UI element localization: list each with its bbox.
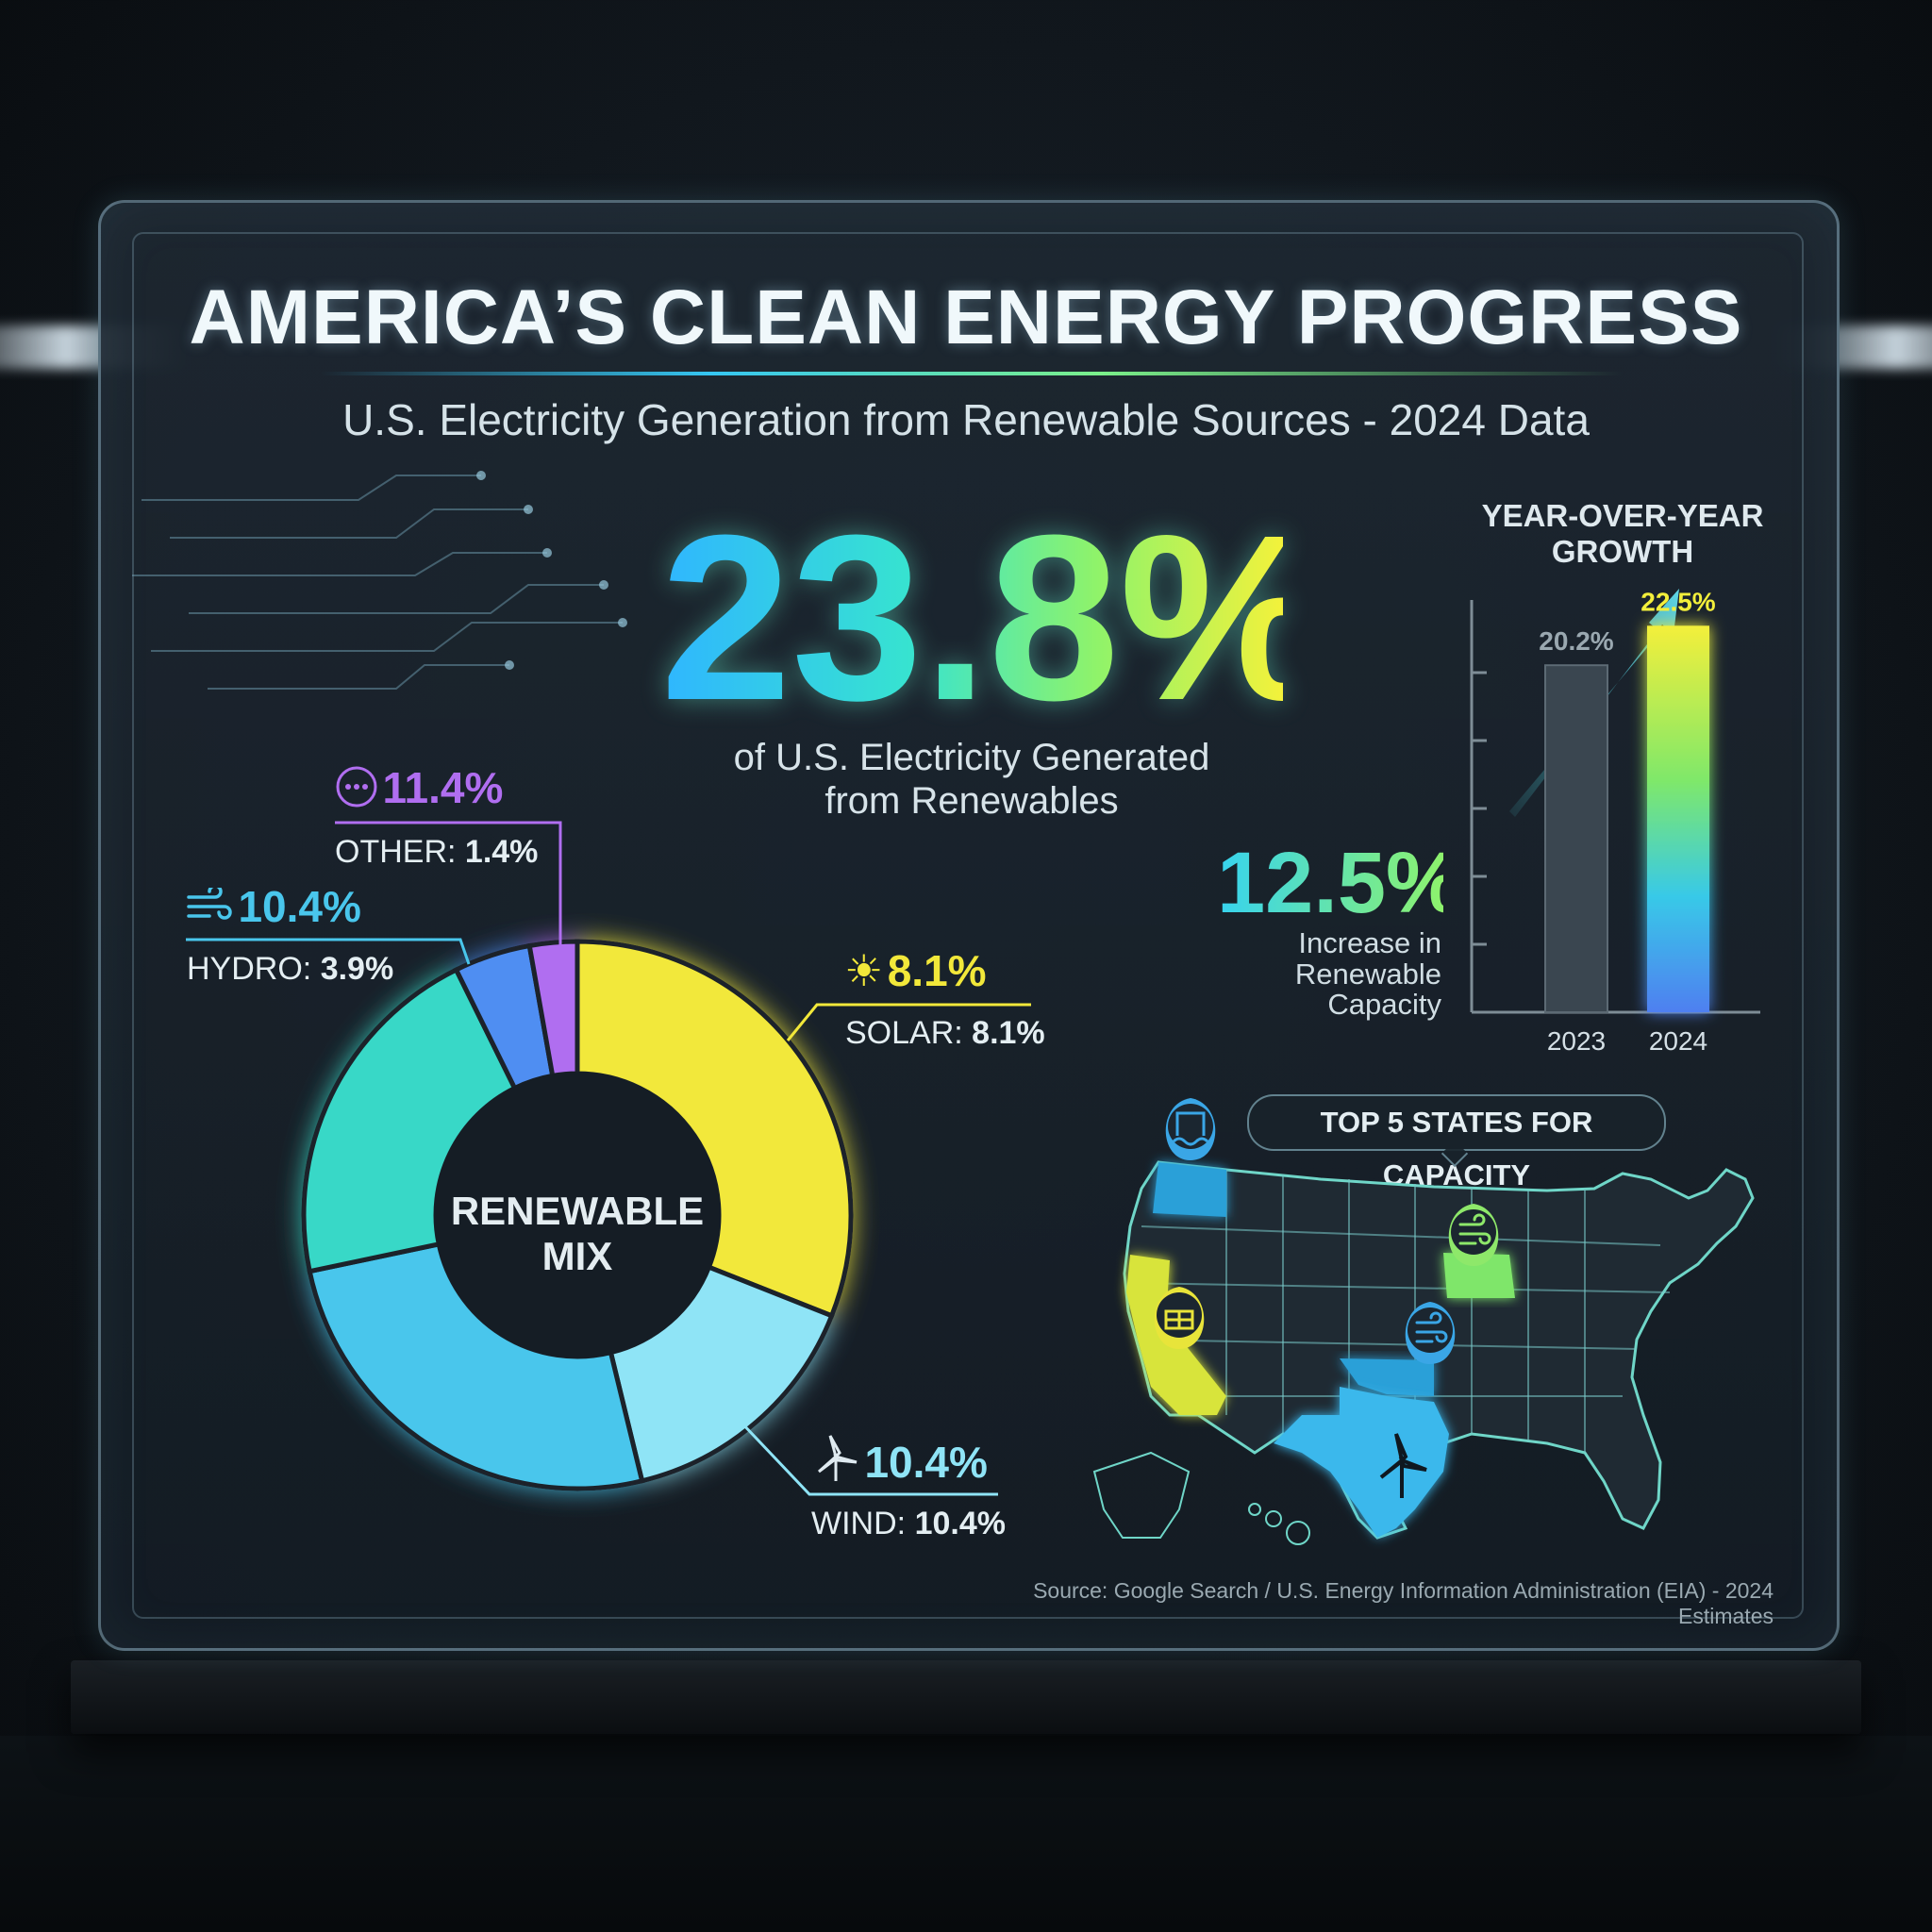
yoy-axes	[1470, 600, 1760, 1014]
state-washington	[1153, 1162, 1226, 1217]
headline-percentage: 23.8%	[660, 486, 1329, 749]
bar-value-label-2024: 22.5%	[1641, 587, 1715, 616]
yoy-caption-line2: Renewable	[1294, 957, 1441, 991]
solar-callout-value: 8.1%	[887, 946, 987, 995]
state-texas	[1274, 1387, 1449, 1538]
pin-wind-iowa	[1448, 1204, 1499, 1266]
wind-callout-value: 10.4%	[864, 1438, 988, 1487]
yoy-title-line1: YEAR-OVER-YEAR	[1481, 498, 1764, 533]
wind-label: WIND: 10.4%	[811, 1506, 1006, 1541]
state-iowa	[1443, 1253, 1515, 1298]
other-callout: 11.4%	[335, 762, 503, 813]
hydro-leader-line	[186, 938, 471, 965]
state-oklahoma	[1340, 1358, 1434, 1396]
circuit-decoration	[132, 471, 627, 690]
hydro-label: HYDRO: 3.9%	[187, 951, 394, 987]
sun-icon: ☀	[844, 946, 884, 995]
yoy-caption-line1: Increase in	[1298, 926, 1441, 959]
yoy-growth-value: 12.5%	[1217, 835, 1463, 931]
floor	[0, 1736, 1932, 1932]
page-subtitle: U.S. Electricity Generation from Renewab…	[342, 395, 1590, 444]
hawaii-outline	[1248, 1503, 1310, 1545]
yoy-caption-line3: Capacity	[1327, 988, 1441, 1022]
wind-label-name: WIND	[811, 1506, 897, 1541]
growth-arrow	[1509, 589, 1679, 817]
solar-panel-icon	[1164, 1309, 1194, 1330]
wind-lines-icon	[1458, 1213, 1491, 1245]
wind-label-value: 10.4%	[914, 1506, 1006, 1541]
other-label: OTHER: 1.4%	[335, 834, 539, 870]
hydro-callout-value: 10.4%	[238, 882, 361, 931]
more-dots-icon	[336, 766, 377, 808]
bar-2024	[1647, 625, 1709, 1012]
pin-hydro-washington	[1165, 1098, 1216, 1160]
headline-caption-line1: of U.S. Electricity Generated	[733, 737, 1210, 778]
bar-value-label-2023: 20.2%	[1539, 626, 1613, 656]
solar-callout: ☀ 8.1%	[844, 945, 987, 996]
state-borders	[1131, 1170, 1671, 1472]
wind-turbine-icon	[818, 1435, 858, 1481]
page-title: AMERICA’S CLEAN ENERGY PROGRESS	[189, 275, 1743, 360]
hydro-label-name: HYDRO	[187, 951, 303, 987]
source-note: Source: Google Search / U.S. Energy Info…	[1033, 1578, 1774, 1628]
solar-leader-line	[786, 1003, 1031, 1041]
donut-center-label-line2: MIX	[542, 1234, 613, 1278]
pin-wind-oklahoma	[1405, 1302, 1456, 1364]
wind-turbine-icon	[1379, 1433, 1427, 1498]
other-label-value: 1.4%	[464, 834, 539, 870]
other-label-name: OTHER	[335, 834, 447, 870]
hydro-callout: 10.4%	[187, 881, 361, 932]
solar-label-value: 8.1%	[972, 1015, 1045, 1051]
solar-label-name: SOLAR	[845, 1015, 955, 1051]
hydro-dam-icon	[1172, 1111, 1209, 1146]
display-stand	[71, 1660, 1861, 1734]
donut-hole	[434, 1072, 721, 1358]
bar-category-label-2023: 2023	[1547, 1026, 1606, 1056]
bar-category-label-2024: 2024	[1649, 1026, 1707, 1056]
solar-label: SOLAR: 8.1%	[845, 1015, 1045, 1051]
wind-leader-line	[738, 1419, 998, 1496]
wind-lines-icon	[187, 884, 232, 920]
bar-2023	[1544, 664, 1608, 1013]
display-panel-inner-frame	[132, 232, 1804, 1619]
yoy-growth-caption: Increase in Renewable Capacity	[1226, 926, 1441, 1022]
yoy-title-line2: GROWTH	[1551, 533, 1694, 569]
yoy-title: YEAR-OVER-YEAR GROWTH	[1472, 498, 1774, 570]
hydro-label-value: 3.9%	[320, 951, 394, 987]
other-leader-line	[335, 821, 562, 945]
pin-solar-california	[1154, 1287, 1205, 1349]
alaska-outline	[1092, 1451, 1191, 1539]
wind-callout: 10.4%	[811, 1434, 988, 1488]
wind-lines-icon	[1415, 1311, 1448, 1343]
title-underline	[321, 372, 1623, 375]
headline-caption: of U.S. Electricity Generated from Renew…	[679, 736, 1264, 823]
donut-center-label-line1: RENEWABLE	[451, 1189, 704, 1233]
other-callout-value: 11.4%	[382, 763, 504, 812]
headline-caption-line2: from Renewables	[824, 780, 1119, 822]
